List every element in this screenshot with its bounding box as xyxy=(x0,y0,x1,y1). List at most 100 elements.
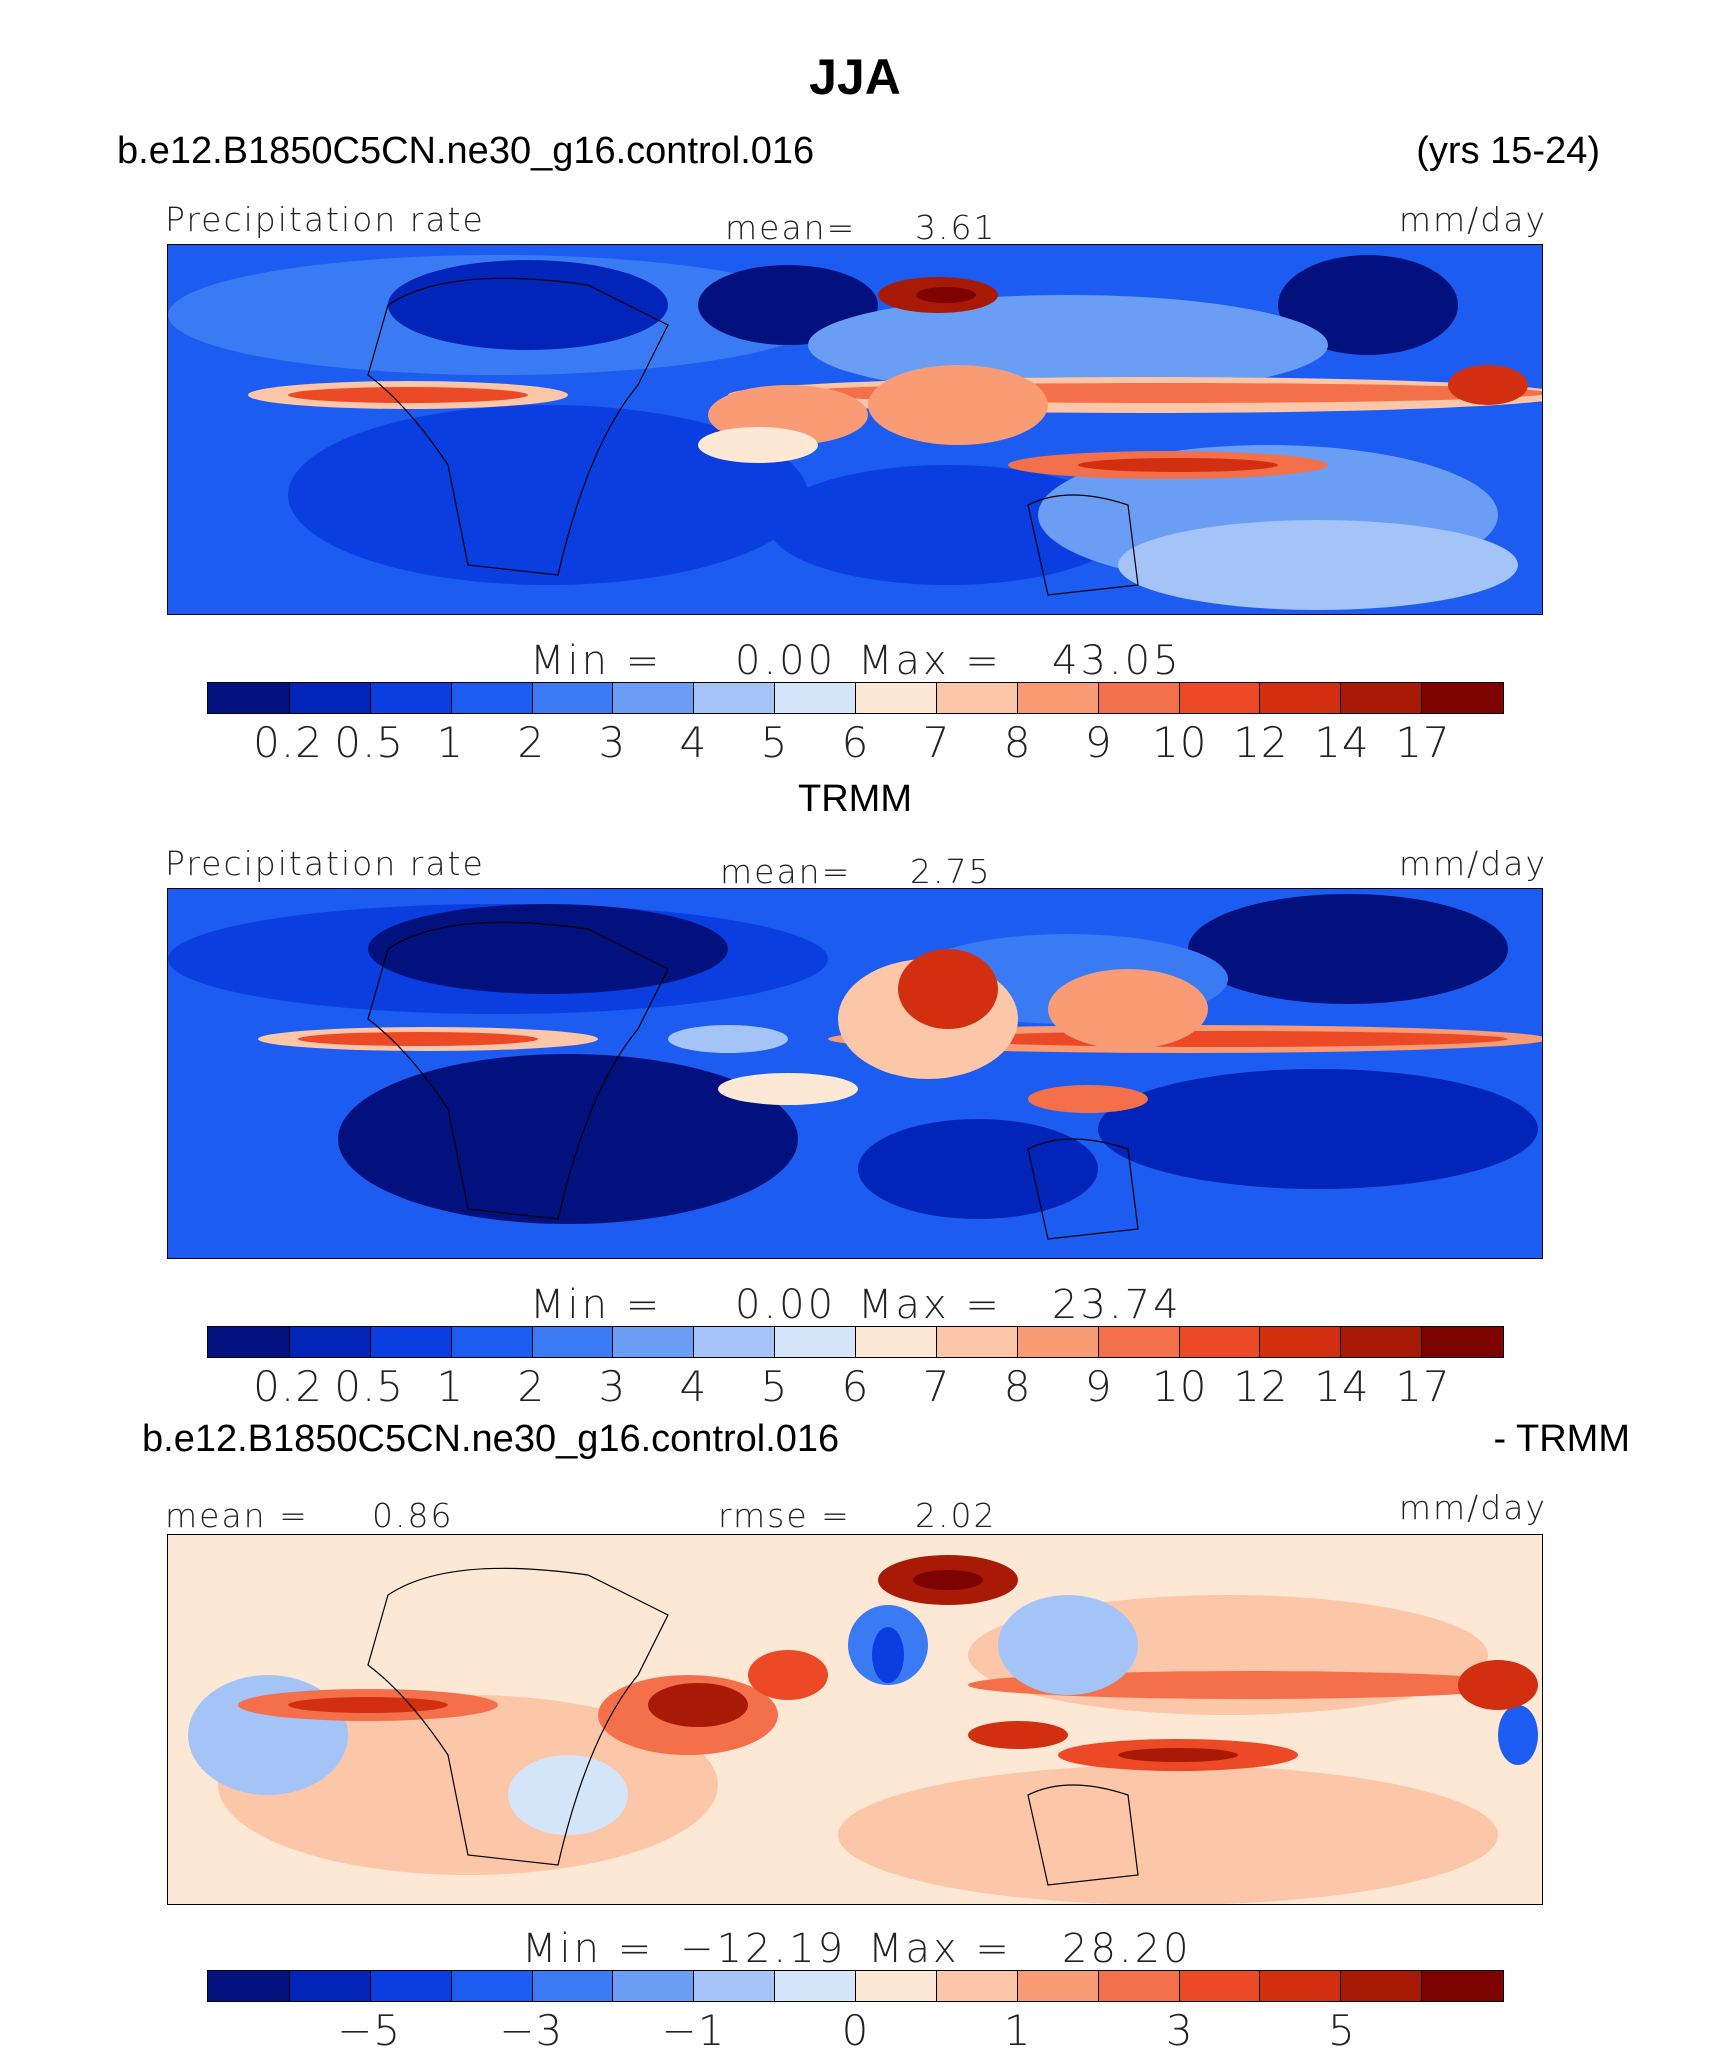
colorbar-tick-label: 12 xyxy=(1233,1362,1289,1411)
colorbar-swatch xyxy=(1178,1971,1261,2001)
panel1-mean-value: 3.61 xyxy=(915,208,997,247)
panel2-units: mm/day xyxy=(1398,844,1547,883)
colorbar-tick-label: −1 xyxy=(661,2006,726,2055)
panel3-mean-value: 0.86 xyxy=(372,1496,454,1535)
panel2-mean-value: 2.75 xyxy=(910,852,992,891)
colorbar-swatch xyxy=(531,1971,614,2001)
panel2-variable-label: Precipitation rate xyxy=(165,844,485,883)
colorbar-swatch xyxy=(450,1971,533,2001)
panel3-mean-label: mean = xyxy=(165,1496,309,1535)
colorbar-swatch xyxy=(369,1327,452,1357)
colorbar-swatch xyxy=(855,1971,937,2001)
colorbar-tick-label: 17 xyxy=(1395,1362,1451,1411)
colorbar-swatch xyxy=(1421,683,1503,713)
colorbar-tick-label: 8 xyxy=(1003,1362,1032,1411)
colorbar-swatch xyxy=(693,1971,776,2001)
colorbar-tick-label: 9 xyxy=(1084,718,1113,767)
colorbar-tick-label: 0 xyxy=(841,2006,870,2055)
colorbar-tick-label: 4 xyxy=(679,718,708,767)
colorbar-tick-label: 3 xyxy=(1165,2006,1194,2055)
colorbar-tick-label: 9 xyxy=(1084,1362,1113,1411)
panel3-case-name: b.e12.B1850C5CN.ne30_g16.control.016 xyxy=(142,1418,840,1460)
colorbar-swatch xyxy=(1259,683,1342,713)
colorbar-swatch xyxy=(208,683,289,713)
panel2-min-value: 0.00 xyxy=(735,1282,837,1328)
colorbar-tick-label: 0.5 xyxy=(334,718,405,767)
trmm-precip-map-svg xyxy=(168,889,1542,1258)
colorbar-swatch xyxy=(1097,1971,1180,2001)
colorbar-tick-label: 14 xyxy=(1314,718,1370,767)
colorbar-swatch xyxy=(1340,1327,1423,1357)
colorbar-tick-label: 5 xyxy=(1328,2006,1356,2055)
colorbar-swatch xyxy=(1097,683,1180,713)
panel3-units: mm/day xyxy=(1398,1488,1547,1527)
colorbar-swatch xyxy=(935,1327,1018,1357)
panel2-max-value: 23.74 xyxy=(1052,1282,1182,1328)
colorbar-swatch xyxy=(1340,683,1423,713)
trmm-precip-map xyxy=(167,888,1543,1259)
model-precip-map xyxy=(167,244,1543,615)
colorbar-tick-label: 4 xyxy=(679,1362,708,1411)
colorbar-tick-label: 12 xyxy=(1233,718,1289,767)
colorbar-swatch xyxy=(855,1327,937,1357)
colorbar-swatch xyxy=(774,1327,856,1357)
colorbar-swatch xyxy=(288,683,371,713)
colorbar-swatch xyxy=(288,1327,371,1357)
colorbar-swatch xyxy=(531,1327,614,1357)
panel2-min-label: Min = xyxy=(530,1282,663,1328)
model-precip-map-svg xyxy=(168,245,1542,614)
panel1-max-value: 43.05 xyxy=(1052,638,1182,684)
panel3-max-label: Max = xyxy=(868,1926,1012,1972)
colorbar-swatch xyxy=(774,1971,856,2001)
colorbar-tick-label: −5 xyxy=(337,2006,402,2055)
panel3-rmse-label: rmse = xyxy=(718,1496,851,1535)
colorbar-swatch xyxy=(450,1327,533,1357)
colorbar-tick-label: 17 xyxy=(1395,718,1451,767)
colorbar-swatch xyxy=(1340,1971,1423,2001)
colorbar-swatch xyxy=(774,683,856,713)
panel2-colorbar xyxy=(207,1326,1504,1358)
colorbar-swatch xyxy=(693,1327,776,1357)
difference-map xyxy=(167,1534,1543,1905)
colorbar-tick-label: 6 xyxy=(841,718,870,767)
colorbar-swatch xyxy=(612,1971,695,2001)
colorbar-swatch xyxy=(1259,1327,1342,1357)
colorbar-tick-label: 10 xyxy=(1152,718,1208,767)
colorbar-swatch xyxy=(935,683,1018,713)
colorbar-swatch xyxy=(1178,683,1261,713)
colorbar-swatch xyxy=(1016,1327,1099,1357)
colorbar-tick-label: 6 xyxy=(841,1362,870,1411)
panel3-min-label: Min = xyxy=(522,1926,655,1972)
colorbar-swatch xyxy=(612,1327,695,1357)
page-title: JJA xyxy=(809,49,901,105)
colorbar-swatch xyxy=(369,683,452,713)
colorbar-swatch xyxy=(1421,1327,1503,1357)
panel3-min-value: −12.19 xyxy=(680,1926,847,1972)
panel2-max-label: Max = xyxy=(858,1282,1002,1328)
colorbar-tick-label: 0.2 xyxy=(253,718,323,767)
colorbar-tick-label: 8 xyxy=(1003,718,1032,767)
colorbar-tick-label: 1 xyxy=(436,718,465,767)
panel3-rmse-value: 2.02 xyxy=(915,1496,997,1535)
colorbar-swatch xyxy=(369,1971,452,2001)
panel1-max-label: Max = xyxy=(858,638,1002,684)
panel1-colorbar xyxy=(207,682,1504,714)
colorbar-tick-label: 0.5 xyxy=(334,1362,405,1411)
colorbar-swatch xyxy=(855,683,937,713)
colorbar-swatch xyxy=(531,683,614,713)
colorbar-tick-label: 3 xyxy=(598,718,627,767)
colorbar-swatch xyxy=(1016,683,1099,713)
years-label: (yrs 15-24) xyxy=(1416,130,1600,172)
colorbar-tick-label: 7 xyxy=(922,718,951,767)
colorbar-swatch xyxy=(693,683,776,713)
panel3-colorbar xyxy=(207,1970,1504,2002)
panel3-minus-trmm: - TRMM xyxy=(1493,1418,1631,1460)
colorbar-swatch xyxy=(1259,1971,1342,2001)
colorbar-tick-label: −3 xyxy=(499,2006,564,2055)
panel2-title: TRMM xyxy=(798,778,912,820)
colorbar-tick-label: 5 xyxy=(760,718,789,767)
colorbar-swatch xyxy=(208,1971,289,2001)
colorbar-swatch xyxy=(935,1971,1018,2001)
panel1-min-value: 0.00 xyxy=(735,638,837,684)
panel1-mean-label: mean= xyxy=(725,208,857,247)
